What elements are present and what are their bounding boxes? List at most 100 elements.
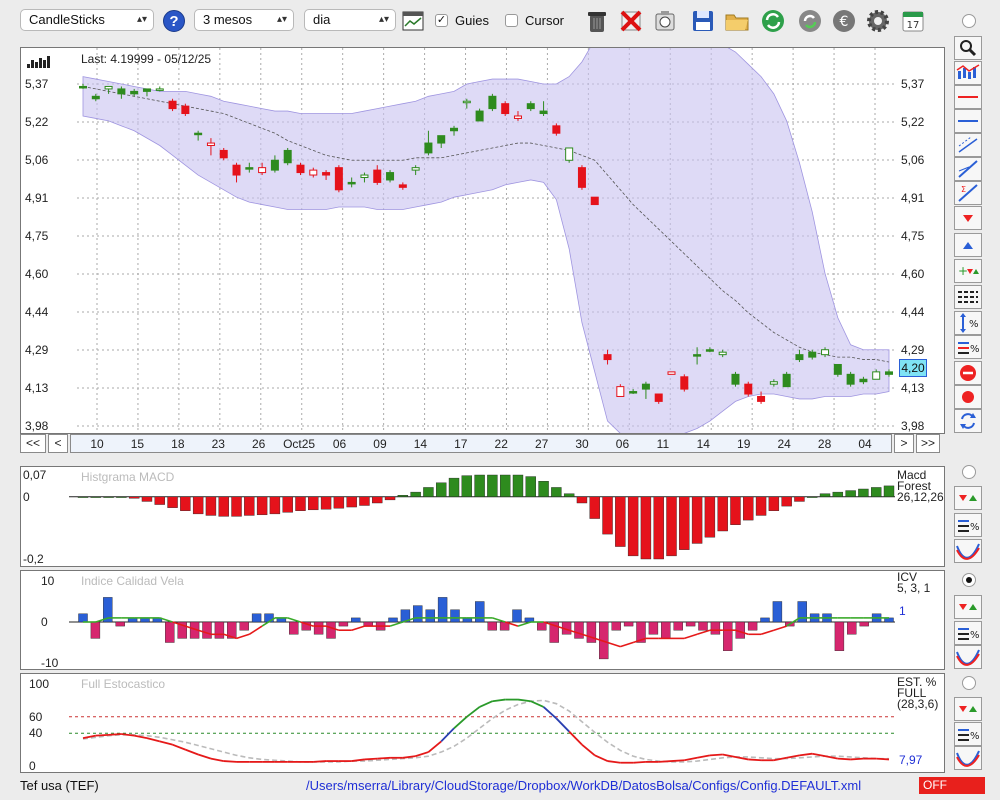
macd-bar xyxy=(794,496,805,502)
trash-icon[interactable] xyxy=(584,8,610,34)
nav-first-button[interactable]: << xyxy=(20,434,46,453)
date-axis-scroller[interactable]: 10 15 18 23 26 Oct25 06 09 14 17 22 27 30 06 11 14 19 24 2… xyxy=(70,434,892,453)
percent-scale-button[interactable]: % xyxy=(954,311,982,335)
macd-bar xyxy=(474,474,485,497)
panel-select-radio-stochastic[interactable] xyxy=(962,676,976,690)
icv-bar xyxy=(227,621,237,639)
delete-drawing-icon[interactable] xyxy=(618,8,644,34)
icv-bar xyxy=(388,617,398,623)
macd-histogram-chart[interactable]: 0,07 0 -0,2 Histgrama MACD MacdForest26,12,2… xyxy=(21,467,944,566)
icv-signal-button[interactable] xyxy=(954,595,982,619)
macd-panel[interactable]: 0,07 0 -0,2 Histgrama MACD Macd Forest 26,12,2… xyxy=(20,466,945,567)
fibonacci-tool-button[interactable]: Σ xyxy=(954,181,982,205)
add-signal-button[interactable]: + xyxy=(954,259,982,283)
macd-bar xyxy=(768,496,780,511)
candle-body xyxy=(258,167,267,174)
oscillator-curve-icon xyxy=(956,649,980,666)
icv-percent-button[interactable]: % xyxy=(954,621,982,645)
macd-bar xyxy=(372,496,383,504)
gear-icon[interactable] xyxy=(865,8,891,34)
stochastic-curve-button[interactable] xyxy=(954,746,982,770)
sell-marker-button[interactable] xyxy=(954,206,982,230)
side-label: (28,3,6) xyxy=(897,697,938,711)
icv-bar xyxy=(636,621,646,643)
panel-select-radio-main[interactable] xyxy=(962,14,976,28)
y-tick-right: 4,44 xyxy=(901,305,925,319)
stochastic-k-segment xyxy=(555,717,570,733)
grid-lines-button[interactable] xyxy=(954,285,982,309)
off-status-badge[interactable]: OFF xyxy=(919,777,985,794)
chart-window-icon[interactable] xyxy=(402,10,424,32)
buy-marker-button[interactable] xyxy=(954,233,982,257)
candle-body xyxy=(424,142,433,154)
open-folder-icon[interactable] xyxy=(724,8,750,34)
x-tick-label: 27 xyxy=(535,437,549,451)
stochastic-signal-button[interactable] xyxy=(954,697,982,721)
config-path-link[interactable]: /Users/mserra/Library/CloudStorage/Dropb… xyxy=(306,778,862,793)
stochastic-k-segment xyxy=(824,755,838,760)
price-chart-panel[interactable]: 5,37 5,37 5,22 5,22 5,06 5,06 4,91 4,91 4,75 4,75… xyxy=(20,47,945,434)
stochastic-k-segment xyxy=(786,754,800,759)
side-label: Forest xyxy=(897,479,932,493)
nav-next-button[interactable]: > xyxy=(894,434,914,453)
euro-icon[interactable]: € xyxy=(831,8,857,34)
candle-body xyxy=(590,196,599,206)
icv-signal-segment xyxy=(389,621,404,627)
candle-body xyxy=(411,167,420,171)
stochastic-percent-button[interactable]: % xyxy=(954,722,982,746)
indicator-overlay-button[interactable] xyxy=(954,61,982,85)
x-tick-label: 11 xyxy=(657,437,670,451)
macd-bar xyxy=(192,496,204,515)
stochastic-panel[interactable]: 100 60 40 0 Full Estocastico EST. % FULL (28,3,… xyxy=(20,673,945,773)
y-tick-right: 4,60 xyxy=(901,267,925,281)
svg-text:€: € xyxy=(840,14,849,30)
swap-button[interactable] xyxy=(954,409,982,433)
macd-bar xyxy=(103,496,114,498)
refresh-icon[interactable] xyxy=(760,8,786,34)
icv-curve-button[interactable] xyxy=(954,645,982,669)
stochastic-k-segment xyxy=(466,706,481,718)
cursor-checkbox[interactable] xyxy=(505,14,518,27)
period-select[interactable]: 3 mesos ▴▾ xyxy=(194,9,294,31)
panel-select-radio-macd[interactable] xyxy=(962,465,976,479)
stop-button[interactable] xyxy=(954,361,982,385)
horizontal-red-line-button[interactable] xyxy=(954,85,982,109)
y-tick: -10 xyxy=(41,656,59,669)
candlestick-chart[interactable]: 5,37 5,37 5,22 5,22 5,06 5,06 4,91 4,91 4,75 4,75… xyxy=(21,48,944,433)
macd-bar xyxy=(832,491,844,497)
chart-type-select[interactable]: CandleSticks ▴▾ xyxy=(20,9,154,31)
macd-percent-button[interactable]: % xyxy=(954,513,982,537)
icv-bar xyxy=(90,621,101,639)
stochastic-k-segment xyxy=(517,698,531,703)
horizontal-blue-line-button[interactable] xyxy=(954,109,982,133)
stochastic-chart[interactable]: 100 60 40 0 Full Estocastico EST. %FULL(28,3,… xyxy=(21,674,944,772)
macd-signal-button[interactable] xyxy=(954,486,982,510)
macd-bar xyxy=(499,474,511,497)
zoom-tool-button[interactable] xyxy=(954,36,982,60)
save-icon[interactable] xyxy=(690,8,716,34)
macd-bar xyxy=(602,496,613,535)
y-tick-right: 4,13 xyxy=(901,381,925,395)
guides-checkbox[interactable]: ✓ xyxy=(435,14,448,27)
nav-last-button[interactable]: >> xyxy=(916,434,940,453)
record-button[interactable] xyxy=(954,385,982,409)
trendline-tool-button[interactable] xyxy=(954,157,982,181)
channel-tool-button[interactable] xyxy=(954,133,982,157)
icv-panel[interactable]: 10 0 -10 Indice Calidad Vela ICV 5, 3, 1 1 xyxy=(20,570,945,670)
date-navigation-bar: << < 10 15 18 23 26 Oct25 06 09 14 17 22 27 30 06 11 14… xyxy=(20,434,940,454)
screenshot-icon[interactable] xyxy=(652,8,678,34)
red-green-arrows-icon xyxy=(959,495,977,501)
guides-label: Guies xyxy=(455,13,489,28)
macd-bar xyxy=(141,496,153,502)
interval-select[interactable]: dia ▴▾ xyxy=(304,9,396,31)
panel-select-radio-icv[interactable] xyxy=(962,573,976,587)
nav-prev-button[interactable]: < xyxy=(48,434,68,453)
stochastic-k-segment xyxy=(542,706,557,720)
download-icon[interactable] xyxy=(797,8,823,34)
help-button[interactable]: ? xyxy=(163,10,185,32)
percent-lines-button[interactable]: % xyxy=(954,335,982,359)
macd-curve-button[interactable] xyxy=(954,539,982,563)
calendar-icon[interactable]: 17 xyxy=(900,8,926,34)
icv-bar xyxy=(723,621,733,651)
